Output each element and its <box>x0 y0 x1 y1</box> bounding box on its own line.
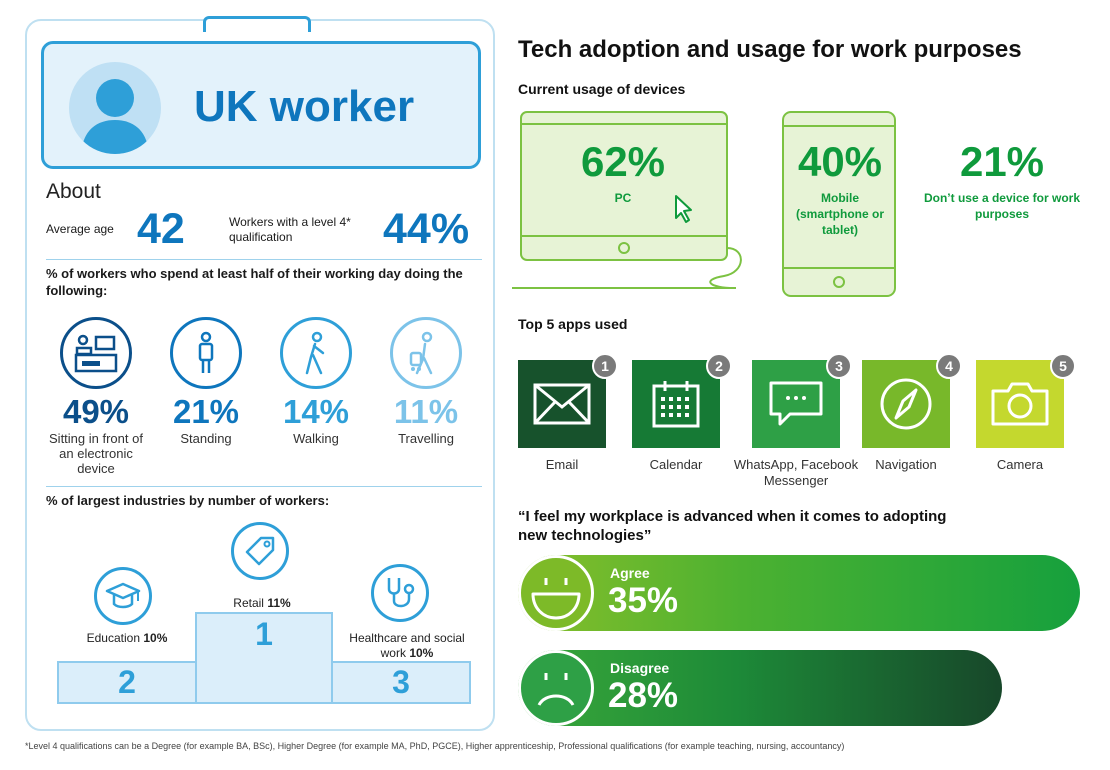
avatar <box>69 62 161 154</box>
clipboard-tab <box>203 16 311 32</box>
podium-third: 3 <box>331 661 471 704</box>
device-percent-mobile: 40% <box>797 138 883 185</box>
activity-percent: 21% <box>172 393 240 430</box>
device-label-pc: PC <box>614 191 632 205</box>
app-label: Calendar <box>649 457 703 472</box>
apps-heading: Top 5 apps used <box>518 316 628 332</box>
app-rank-badge: 2 <box>706 353 732 379</box>
sad-face-icon <box>518 650 594 726</box>
industries-heading: % of largest industries by number of wor… <box>46 493 330 508</box>
disagree-bar: Disagree 28% <box>518 650 1002 726</box>
podium-second: 2 <box>57 661 197 704</box>
app-label: Camera <box>996 457 1044 472</box>
worker-profile-panel: UK worker About Average age 42 Workers w… <box>25 16 495 731</box>
device-percent-pc: 62% <box>580 138 666 185</box>
device-percent-none: 21% <box>959 138 1045 185</box>
app-rank-badge: 3 <box>826 353 852 379</box>
about-heading: About <box>46 180 101 203</box>
activity-percent: 11% <box>393 393 459 430</box>
industry-label-retail: Retail 11% <box>233 596 291 610</box>
chat-bubble-icon <box>769 381 823 426</box>
desk-computer-icon <box>60 317 132 389</box>
app-rank-badge: 5 <box>1050 353 1076 379</box>
camera-icon <box>991 382 1049 426</box>
activity-travelling: 11% Travelling <box>371 317 481 446</box>
footnote: *Level 4 qualifications can be a Degree … <box>25 741 845 751</box>
podium-first: 1 <box>195 612 333 704</box>
app-rank-badge: 4 <box>936 353 962 379</box>
app-rank-badge: 1 <box>592 353 618 379</box>
travelling-person-icon <box>390 317 462 389</box>
app-tile-messenger <box>752 360 840 448</box>
compass-icon <box>880 378 932 430</box>
activity-label: Sitting in front of an electronic device <box>49 431 143 476</box>
activity-percent: 14% <box>282 393 350 430</box>
device-label-none: Don’t use a device for work purposes <box>923 191 1081 221</box>
envelope-icon <box>533 383 591 425</box>
qualification-value: 44% <box>383 205 470 253</box>
industry-label-healthcare: Healthcare and social work 10% <box>349 631 465 660</box>
sentiment-quote: “I feel my workplace is advanced when it… <box>518 508 947 544</box>
app-label: WhatsApp, Facebook Messenger <box>733 457 859 488</box>
activity-walking: 14% Walking <box>261 317 371 446</box>
industry-label-education: Education 10% <box>86 631 168 645</box>
devices-heading: Current usage of devices <box>518 81 686 97</box>
divider <box>46 259 482 260</box>
app-tile-camera <box>976 360 1064 448</box>
average-age-value: 42 <box>137 205 185 253</box>
tablet-icon <box>782 111 896 297</box>
activity-percent: 49% <box>62 393 130 430</box>
activity-standing: 21% Standing <box>151 317 261 446</box>
activity-label: Walking <box>293 431 339 446</box>
app-label: Navigation <box>875 457 937 472</box>
monitor-icon <box>512 111 742 289</box>
stethoscope-icon <box>371 564 429 622</box>
qualification-label: Workers with a level 4* qualification <box>229 215 351 244</box>
calendar-icon <box>652 381 700 428</box>
agree-bar: Agree 35% <box>518 555 1080 631</box>
divider <box>46 486 482 487</box>
activity-sitting: 49% Sitting in front of an electronic de… <box>41 317 151 476</box>
standing-person-icon <box>170 317 242 389</box>
working-day-heading: % of workers who spend at least half of … <box>46 266 463 298</box>
app-tile-calendar <box>632 360 720 448</box>
app-tile-navigation <box>862 360 950 448</box>
person-silhouette-icon <box>81 79 149 154</box>
disagree-label: Disagree <box>610 660 670 676</box>
podium-rank: 2 <box>118 664 136 700</box>
device-label-mobile: Mobile (smartphone or tablet) <box>795 191 884 237</box>
disagree-value: 28% <box>608 676 679 715</box>
activity-label: Travelling <box>398 431 454 446</box>
page-title: Tech adoption and usage for work purpose… <box>518 36 1022 63</box>
smiley-face-icon <box>518 555 594 631</box>
agree-value: 35% <box>608 581 679 620</box>
podium-rank: 1 <box>255 616 273 652</box>
podium-rank: 3 <box>392 664 410 700</box>
id-card: UK worker <box>41 41 481 169</box>
agree-label: Agree <box>610 565 650 581</box>
average-age-label: Average age <box>46 222 114 236</box>
profile-title: UK worker <box>194 82 415 131</box>
walking-person-icon <box>280 317 352 389</box>
graduation-cap-icon <box>94 567 152 625</box>
app-tile-email <box>518 360 606 448</box>
app-label: Email <box>545 457 579 472</box>
price-tag-icon <box>231 522 289 580</box>
activity-label: Standing <box>180 431 232 446</box>
